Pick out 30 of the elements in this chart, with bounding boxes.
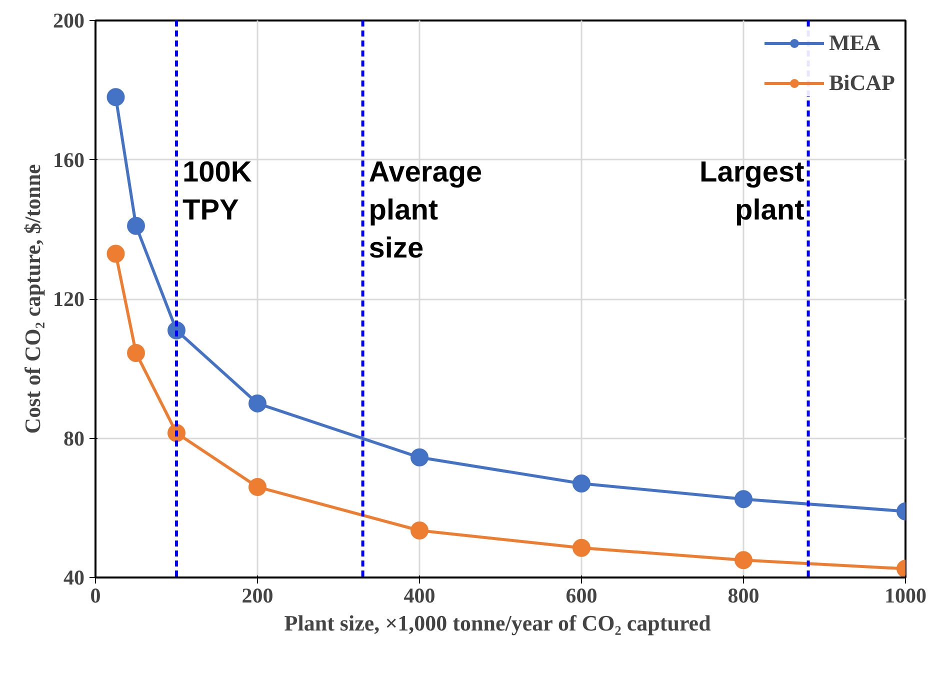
point [572, 538, 590, 557]
x-tick-label: 200 [242, 584, 274, 608]
point [127, 344, 145, 362]
legend-label: BiCAP [829, 70, 895, 96]
x-tick-label: 600 [566, 584, 598, 608]
point [248, 394, 266, 412]
y-axis-title: Cost of CO₂ capture, $/tonne [20, 164, 45, 434]
y-tick-label: 80 [64, 426, 84, 450]
point [106, 88, 125, 106]
y-tick-label: 160 [53, 148, 84, 172]
point [734, 551, 752, 570]
point [410, 448, 428, 466]
point [410, 522, 428, 540]
y-tick-label: 40 [64, 566, 84, 590]
x-tick-label: 800 [728, 584, 760, 608]
ref-line-label: Average plant size [368, 156, 482, 265]
point [734, 490, 752, 508]
point [248, 478, 266, 496]
point [106, 244, 125, 263]
x-axis-title: Plant size, ×1,000 tonne/year of CO₂ captured [284, 610, 711, 636]
x-tick-label: 400 [404, 584, 436, 608]
legend-label: MEA [829, 30, 880, 56]
y-tick-label: 120 [53, 287, 84, 311]
ref-line-label: 100K TPY [182, 156, 252, 227]
x-tick-label: 0 [90, 584, 101, 608]
point [572, 474, 590, 492]
y-tick-label: 200 [53, 8, 84, 32]
ref-line-label: Largest plant [700, 156, 805, 227]
x-tick-label: 1000 [884, 584, 926, 608]
point [127, 216, 145, 235]
